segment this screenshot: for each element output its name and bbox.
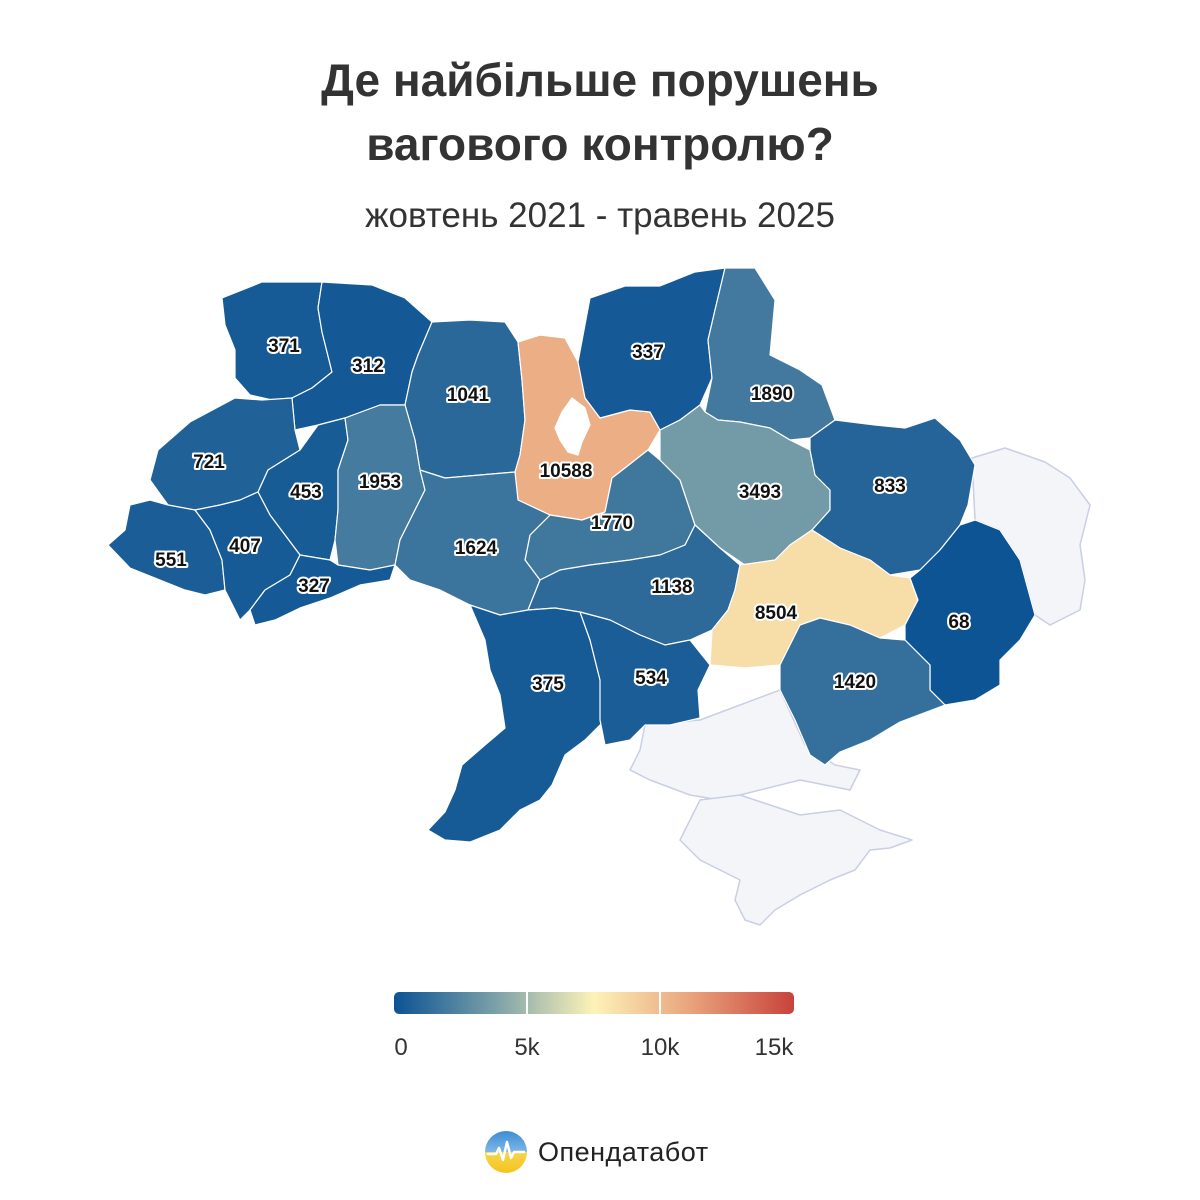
label-chernihiv: 337 xyxy=(632,342,664,363)
label-kharkiv: 833 xyxy=(874,476,906,497)
title-line-2: вагового контролю? xyxy=(366,118,834,170)
label-cherkasy: 1770 xyxy=(591,513,633,534)
region-shape-odesa xyxy=(427,604,606,843)
label-zaporizhzhia: 1420 xyxy=(834,672,876,693)
label-dnipropetrovsk: 8504 xyxy=(755,603,798,624)
label-ternopil: 453 xyxy=(290,482,322,503)
color-scale-bar xyxy=(394,992,794,1014)
value-labels: 371 312 1041 10588 337 1890 721 453 1953… xyxy=(153,334,971,697)
label-khmelnytskyi: 1953 xyxy=(359,472,401,493)
label-kyiv-oblast: 10588 xyxy=(540,461,593,482)
label-lviv: 721 xyxy=(193,452,225,473)
region-shape-sumy xyxy=(704,267,836,441)
label-sumy: 1890 xyxy=(751,384,793,405)
scale-separator xyxy=(526,992,528,1014)
label-zakarpattia: 551 xyxy=(155,550,187,571)
region-shape-zaporizhzhia xyxy=(779,617,946,766)
region-shape-mykolaiv xyxy=(579,611,711,746)
region-crimea xyxy=(679,794,913,926)
map-subtitle: жовтень 2021 - травень 2025 xyxy=(365,196,835,235)
opendatabot-logo-icon xyxy=(485,1131,527,1173)
label-ivano-frankivsk: 407 xyxy=(229,536,261,557)
scale-tick-5k: 5k xyxy=(514,1034,540,1061)
label-poltava: 3493 xyxy=(739,482,781,503)
label-volyn: 371 xyxy=(268,336,300,357)
region-shape-zakarpattia xyxy=(107,499,226,596)
brand-logo: Опендатабот xyxy=(484,1130,709,1174)
map-title: Де найбільше порушень вагового контролю? xyxy=(0,48,1200,176)
scale-tick-0: 0 xyxy=(394,1034,408,1061)
label-odesa: 375 xyxy=(532,674,564,695)
region-shape-donetsk xyxy=(904,519,1036,706)
label-donetsk: 68 xyxy=(948,612,969,633)
label-zhytomyr: 1041 xyxy=(447,385,490,406)
scale-tick-15k: 15k xyxy=(754,1034,794,1061)
scale-separator xyxy=(659,992,661,1014)
label-vinnytsia: 1624 xyxy=(455,538,498,559)
region-shapes xyxy=(107,267,1036,843)
region-shape-kyiv-city xyxy=(554,397,591,456)
scale-tick-10k: 10k xyxy=(640,1034,680,1061)
label-chernivtsi: 327 xyxy=(298,576,330,597)
brand-name: Опендатабот xyxy=(538,1136,709,1167)
label-rivne: 312 xyxy=(352,356,384,377)
region-shape-chernivtsi xyxy=(249,554,396,626)
label-mykolaiv: 534 xyxy=(635,668,667,689)
label-kirovohrad: 1138 xyxy=(651,577,692,598)
region-south-occupied xyxy=(629,689,861,801)
title-line-1: Де найбільше порушень xyxy=(321,54,879,106)
